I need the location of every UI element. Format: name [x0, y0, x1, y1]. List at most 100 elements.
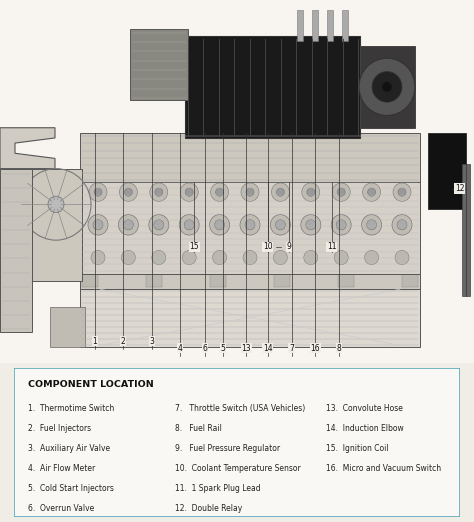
- Text: 12.  Double Relay: 12. Double Relay: [174, 504, 242, 513]
- Text: 9: 9: [287, 242, 292, 251]
- Bar: [462, 163, 470, 296]
- Circle shape: [245, 220, 255, 230]
- Circle shape: [210, 215, 229, 235]
- Circle shape: [89, 183, 107, 201]
- Text: 9.   Fuel Pressure Regulator: 9. Fuel Pressure Regulator: [174, 444, 280, 453]
- Circle shape: [395, 251, 409, 265]
- Bar: [80, 133, 420, 182]
- Bar: [82, 273, 98, 287]
- Circle shape: [48, 196, 64, 212]
- Circle shape: [124, 188, 132, 196]
- Circle shape: [155, 188, 163, 196]
- Bar: [50, 306, 85, 348]
- Text: 10: 10: [263, 242, 273, 251]
- Circle shape: [306, 220, 316, 230]
- Text: 5: 5: [220, 344, 225, 353]
- Text: 1.  Thermotime Switch: 1. Thermotime Switch: [27, 404, 114, 413]
- Circle shape: [382, 82, 392, 92]
- Circle shape: [336, 220, 346, 230]
- Text: COMPONENT LOCATION: COMPONENT LOCATION: [27, 380, 153, 389]
- Circle shape: [182, 251, 196, 265]
- Bar: [312, 10, 318, 41]
- Circle shape: [368, 188, 375, 196]
- Text: 5.  Cold Start Injectors: 5. Cold Start Injectors: [27, 484, 113, 493]
- Bar: [130, 29, 188, 100]
- Text: 14.  Induction Elbow: 14. Induction Elbow: [326, 424, 404, 433]
- Bar: [342, 10, 348, 41]
- Circle shape: [246, 188, 254, 196]
- Text: 2: 2: [121, 337, 126, 346]
- Text: 7.   Throttle Switch (USA Vehicles): 7. Throttle Switch (USA Vehicles): [174, 404, 305, 413]
- Circle shape: [273, 251, 287, 265]
- Text: 1: 1: [92, 337, 97, 346]
- Circle shape: [88, 215, 108, 235]
- Bar: [80, 286, 420, 348]
- Circle shape: [398, 188, 406, 196]
- Circle shape: [210, 183, 228, 201]
- Circle shape: [392, 215, 412, 235]
- Circle shape: [307, 188, 315, 196]
- Text: 7: 7: [289, 344, 294, 353]
- Circle shape: [213, 251, 227, 265]
- Circle shape: [154, 220, 164, 230]
- Bar: [30, 169, 82, 281]
- Circle shape: [363, 183, 381, 201]
- Bar: [80, 271, 420, 289]
- Text: 4.  Air Flow Meter: 4. Air Flow Meter: [27, 464, 95, 473]
- Circle shape: [331, 215, 351, 235]
- Text: 11.  1 Spark Plug Lead: 11. 1 Spark Plug Lead: [174, 484, 260, 493]
- Circle shape: [372, 72, 402, 102]
- Circle shape: [94, 188, 102, 196]
- Text: 15.  Ignition Coil: 15. Ignition Coil: [326, 444, 389, 453]
- Bar: [327, 10, 333, 41]
- Text: 14: 14: [263, 344, 273, 353]
- Text: 6: 6: [203, 344, 208, 353]
- Text: 10.  Coolant Temperature Sensor: 10. Coolant Temperature Sensor: [174, 464, 301, 473]
- Circle shape: [185, 188, 193, 196]
- Bar: [0, 169, 32, 332]
- Text: 8: 8: [337, 344, 341, 353]
- Circle shape: [276, 188, 284, 196]
- Bar: [360, 46, 415, 128]
- Circle shape: [179, 215, 199, 235]
- Circle shape: [149, 215, 169, 235]
- Text: 16: 16: [310, 344, 320, 353]
- Text: 4: 4: [178, 344, 182, 353]
- Circle shape: [184, 220, 194, 230]
- Bar: [402, 273, 418, 287]
- Circle shape: [180, 183, 198, 201]
- Circle shape: [215, 220, 225, 230]
- Circle shape: [332, 183, 350, 201]
- Text: 2.  Fuel Injectors: 2. Fuel Injectors: [27, 424, 91, 433]
- Circle shape: [301, 215, 321, 235]
- Bar: [274, 273, 290, 287]
- Circle shape: [337, 188, 345, 196]
- Circle shape: [275, 220, 285, 230]
- Circle shape: [93, 220, 103, 230]
- Text: 3: 3: [149, 337, 154, 346]
- Bar: [428, 133, 466, 209]
- Bar: [297, 10, 303, 41]
- Circle shape: [365, 251, 379, 265]
- Circle shape: [334, 251, 348, 265]
- Circle shape: [91, 251, 105, 265]
- Text: 16.  Micro and Vacuum Switch: 16. Micro and Vacuum Switch: [326, 464, 441, 473]
- Circle shape: [397, 220, 407, 230]
- Circle shape: [121, 251, 136, 265]
- Circle shape: [240, 215, 260, 235]
- Circle shape: [241, 183, 259, 201]
- Text: 6.  Overrun Valve: 6. Overrun Valve: [27, 504, 94, 513]
- Circle shape: [393, 183, 411, 201]
- Circle shape: [359, 58, 415, 115]
- Circle shape: [118, 215, 138, 235]
- Text: 13: 13: [242, 344, 251, 353]
- FancyBboxPatch shape: [14, 368, 460, 517]
- Text: 15: 15: [190, 242, 199, 251]
- Text: 13.  Convolute Hose: 13. Convolute Hose: [326, 404, 403, 413]
- Text: 3.  Auxiliary Air Valve: 3. Auxiliary Air Valve: [27, 444, 109, 453]
- Circle shape: [243, 251, 257, 265]
- Circle shape: [366, 220, 377, 230]
- Polygon shape: [0, 128, 55, 169]
- Circle shape: [302, 183, 320, 201]
- Bar: [338, 273, 354, 287]
